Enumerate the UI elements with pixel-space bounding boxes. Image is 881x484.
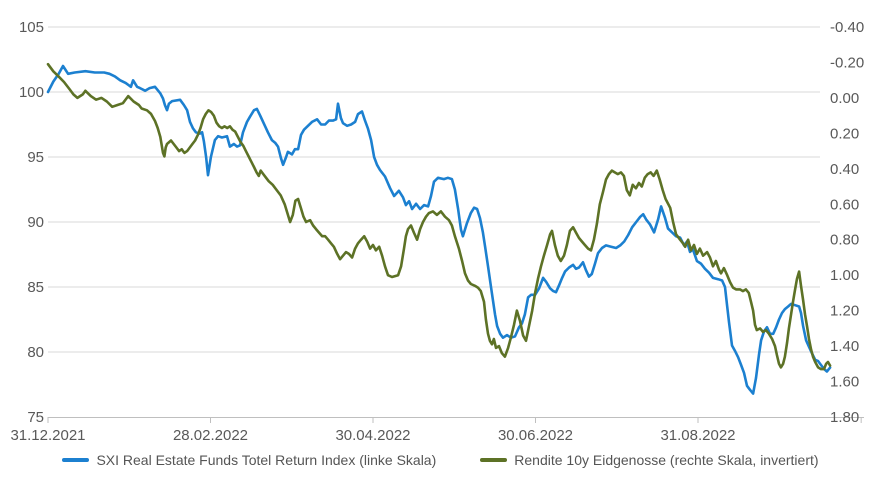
left-axis-label: 105 [19,19,44,36]
x-axis-label: 31.08.2022 [660,427,735,444]
right-axis-label: 1.60 [830,374,859,391]
left-axis-label: 85 [27,279,44,296]
chart-legend: SXI Real Estate Funds Totel Return Index… [0,452,881,468]
legend-label-rendite: Rendite 10y Eidgenosse (rechte Skala, in… [514,452,819,468]
x-axis-label: 31.12.2021 [10,427,85,444]
right-axis-label: 0.00 [830,90,859,107]
right-axis-label: 1.20 [830,303,859,320]
right-axis-label: 1.80 [830,409,859,426]
right-axis-label: 1.00 [830,267,859,284]
right-axis-label: -0.20 [830,54,864,71]
x-axis-label: 30.04.2022 [335,427,410,444]
right-axis-label: 1.40 [830,338,859,355]
legend-swatch-sxi-icon [62,458,90,462]
left-axis-label: 90 [27,214,44,231]
legend-item-sxi-index: SXI Real Estate Funds Totel Return Index… [62,452,436,468]
x-axis-label: 28.02.2022 [173,427,248,444]
right-axis-label: 0.40 [830,161,859,178]
right-axis-label: -0.40 [830,19,864,36]
left-axis-label: 75 [27,409,44,426]
left-axis-label: 100 [19,84,44,101]
x-axis-label: 30.06.2022 [498,427,573,444]
right-axis-label: 0.20 [830,125,859,142]
legend-label-sxi: SXI Real Estate Funds Totel Return Index… [96,452,437,468]
series-line-sxi-index [46,64,832,395]
legend-item-rendite: Rendite 10y Eidgenosse (rechte Skala, in… [480,452,819,468]
legend-swatch-rendite-icon [480,458,508,462]
left-axis-label: 80 [27,344,44,361]
series-line-rendite-10y [46,62,832,371]
right-axis-label: 0.60 [830,196,859,213]
right-axis-label: 0.80 [830,232,859,249]
left-axis-label: 95 [27,149,44,166]
